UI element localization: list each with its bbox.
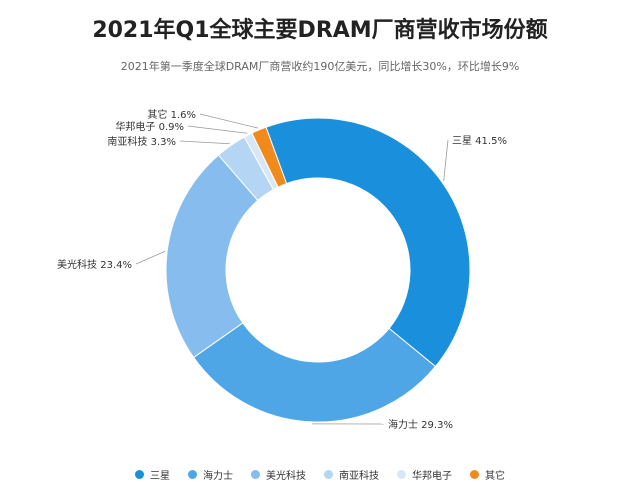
legend-swatch xyxy=(397,470,406,479)
legend-swatch xyxy=(324,470,333,479)
legend-swatch xyxy=(188,470,197,479)
legend-label: 华邦电子 xyxy=(412,471,452,482)
legend-item-nanya[interactable]: 南亚科技 xyxy=(324,467,379,482)
leader-line-micron xyxy=(135,250,166,265)
data-label-winbond: 华邦电子 0.9% xyxy=(115,120,184,133)
leader-line-nanya xyxy=(179,140,230,145)
data-label-sk-hynix: 海力士 29.3% xyxy=(388,418,453,431)
leader-line-winbond xyxy=(187,125,248,134)
legend-item-sk-hynix[interactable]: 海力士 xyxy=(188,467,233,482)
chart-legend: 三星 海力士 美光科技 南亚科技 华邦电子 其它 xyxy=(0,467,640,482)
slice-others[interactable] xyxy=(251,126,288,188)
legend-item-samsung[interactable]: 三星 xyxy=(135,467,170,482)
legend-swatch xyxy=(135,470,144,479)
legend-label: 海力士 xyxy=(203,471,233,482)
legend-label: 其它 xyxy=(485,471,505,482)
slice-samsung[interactable] xyxy=(265,117,471,368)
data-label-others: 其它 1.6% xyxy=(147,108,196,121)
data-label-nanya: 南亚科技 3.3% xyxy=(107,135,176,148)
data-label-micron: 美光科技 23.4% xyxy=(57,258,132,271)
legend-swatch xyxy=(470,470,479,479)
legend-swatch xyxy=(251,470,260,479)
legend-item-micron[interactable]: 美光科技 xyxy=(251,467,306,482)
slice-sk-hynix[interactable] xyxy=(192,322,437,423)
slice-micron[interactable] xyxy=(165,154,259,359)
legend-item-others[interactable]: 其它 xyxy=(470,467,505,482)
legend-item-winbond[interactable]: 华邦电子 xyxy=(397,467,452,482)
legend-label: 美光科技 xyxy=(266,471,306,482)
chart-title: 2021年Q1全球主要DRAM厂商营收市场份额 xyxy=(92,18,548,43)
leader-line-samsung xyxy=(443,139,449,182)
legend-label: 南亚科技 xyxy=(339,471,379,482)
chart-subtitle: 2021年第一季度全球DRAM厂商营收约190亿美元，同比增长30%，环比增长9… xyxy=(120,60,520,73)
data-label-samsung: 三星 41.5% xyxy=(452,135,507,147)
leader-line-others xyxy=(199,113,259,129)
legend-label: 三星 xyxy=(150,471,170,482)
